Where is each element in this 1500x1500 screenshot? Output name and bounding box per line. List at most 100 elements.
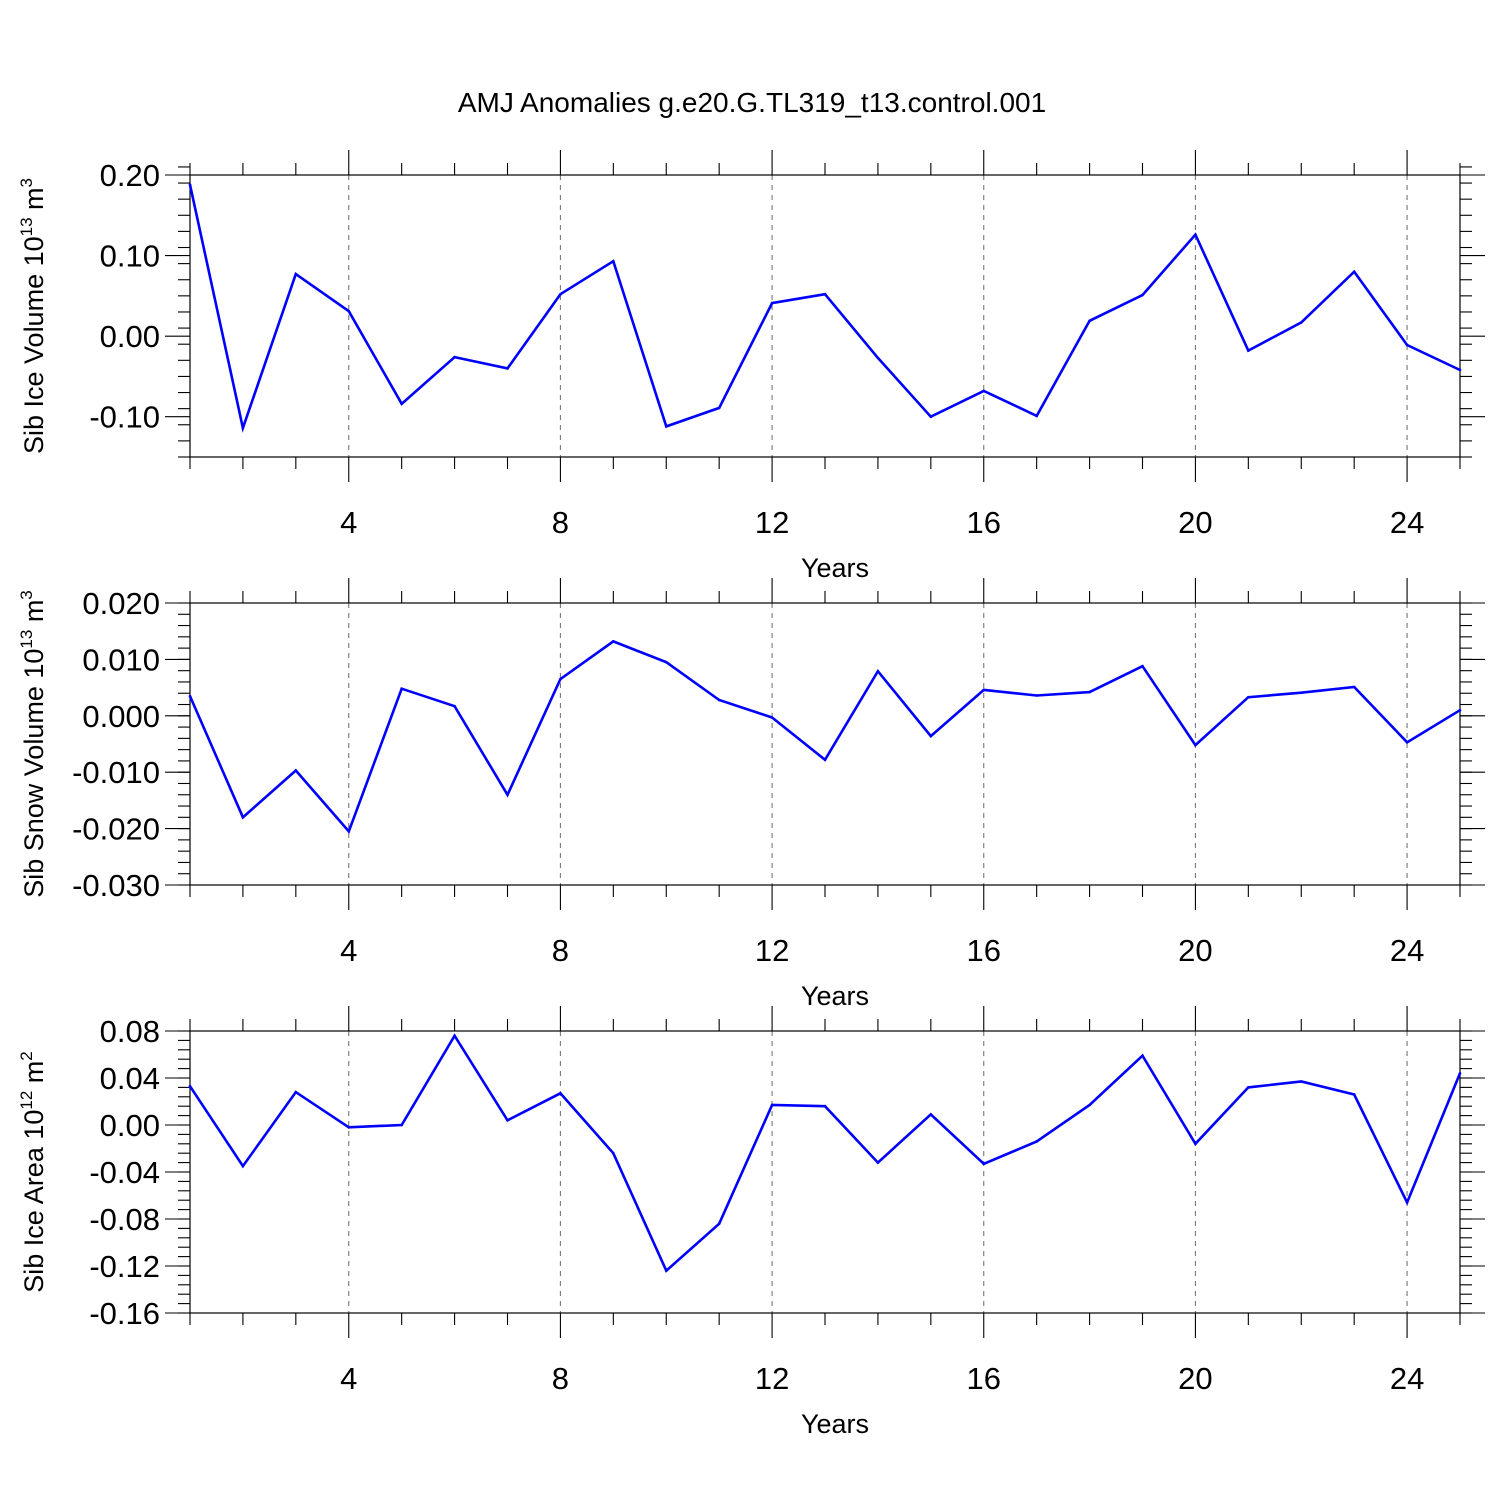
y-tick-label: -0.04 xyxy=(89,1155,160,1190)
data-point xyxy=(559,677,562,681)
x-axis-title: Years xyxy=(801,1409,869,1439)
data-point xyxy=(1088,1103,1091,1107)
data-point xyxy=(347,1126,351,1129)
data-point xyxy=(717,406,721,410)
data-point xyxy=(1088,690,1091,694)
data-point xyxy=(770,301,774,305)
y-axis-title: Sib Ice Volume 1013 m3 xyxy=(17,178,49,454)
data-point xyxy=(664,660,668,664)
y-tick-label: 0.04 xyxy=(100,1061,160,1096)
data-point xyxy=(188,1084,192,1088)
series-line xyxy=(188,639,1461,834)
series-line xyxy=(188,1033,1462,1273)
x-tick-label: 8 xyxy=(552,1361,569,1396)
data-point xyxy=(559,292,562,296)
plot-frame xyxy=(189,1030,1461,1314)
chart-panel-3: 0.08 0.04 0.00 -0.04 -0.08 -0.12 -0.16 4 8 12 16 20… xyxy=(17,1006,1485,1439)
y-axis-title: Sib Snow Volume 1013 m3 xyxy=(17,590,49,898)
data-point xyxy=(241,426,245,430)
x-tick-label: 24 xyxy=(1390,933,1424,968)
data-point xyxy=(453,355,456,359)
data-point xyxy=(717,698,721,702)
data-point xyxy=(294,272,298,276)
data-point xyxy=(1141,1054,1144,1057)
x-axis-title: Years xyxy=(801,981,869,1011)
data-point xyxy=(1247,1086,1250,1089)
data-point xyxy=(982,1162,986,1166)
data-point xyxy=(1458,1072,1462,1075)
x-tick-label: 12 xyxy=(755,1361,789,1396)
y-tick-label: -0.10 xyxy=(89,400,160,435)
data-point xyxy=(1035,1140,1038,1143)
data-point xyxy=(1458,368,1462,372)
y-tick-label: -0.16 xyxy=(89,1296,160,1331)
chart-panel-2: 0.020 0.010 0.000 -0.010 -0.020 -0.030 4 8 12 16 2… xyxy=(17,578,1485,1011)
data-point xyxy=(1352,685,1356,689)
x-tick-label: 20 xyxy=(1178,933,1212,968)
data-point xyxy=(1194,1142,1197,1146)
data-point xyxy=(559,1091,562,1095)
data-point xyxy=(347,830,351,833)
chart-panel-1: 0.20 0.10 0.00 -0.10 4 8 12 16 20 24 Years Sib Ice … xyxy=(17,150,1485,583)
data-point xyxy=(664,425,668,428)
data-point xyxy=(1405,741,1409,744)
data-point xyxy=(1352,1093,1356,1096)
x-tick-label: 8 xyxy=(552,933,569,968)
x-tick-label: 20 xyxy=(1178,505,1212,540)
y-axis-title: Sib Ice Area 1012 m2 xyxy=(17,1051,49,1293)
data-point xyxy=(1299,691,1303,694)
y-tick-label: 0.010 xyxy=(82,642,160,677)
data-point xyxy=(1352,270,1356,273)
x-tick-label: 24 xyxy=(1390,505,1424,540)
data-point xyxy=(241,816,245,819)
data-point xyxy=(347,309,351,313)
data-point xyxy=(400,687,403,691)
data-point xyxy=(1405,1201,1409,1204)
data-point xyxy=(1088,319,1091,323)
data-point xyxy=(506,1119,509,1122)
y-tick-label: 0.020 xyxy=(82,586,160,621)
y-tick-label: -0.030 xyxy=(72,868,160,903)
data-point xyxy=(453,1034,456,1037)
y-tick-label: 0.00 xyxy=(100,319,160,354)
data-point xyxy=(1247,695,1250,699)
x-tick-label: 16 xyxy=(967,505,1001,540)
x-tick-label: 12 xyxy=(755,505,789,540)
data-point xyxy=(876,1161,880,1164)
y-tick-label: 0.10 xyxy=(100,239,160,274)
data-point xyxy=(982,389,986,393)
x-tick-label: 24 xyxy=(1390,1361,1424,1396)
x-tick-label: 12 xyxy=(755,933,789,968)
data-point xyxy=(1405,343,1409,347)
x-tick-label: 4 xyxy=(340,1361,357,1396)
data-point xyxy=(1194,233,1197,236)
data-point xyxy=(770,716,774,719)
data-point xyxy=(1141,664,1144,668)
data-point xyxy=(982,688,986,692)
data-point xyxy=(188,183,192,186)
data-point xyxy=(823,758,827,762)
data-point xyxy=(400,1123,403,1127)
y-tick-label: -0.020 xyxy=(72,812,160,847)
data-point xyxy=(400,402,403,406)
panels: 0.20 0.10 0.00 -0.10 4 8 12 16 20 24 Years Sib Ice … xyxy=(17,150,1485,1439)
y-tick-label: 0.20 xyxy=(100,158,160,193)
plot-frame xyxy=(189,174,1461,458)
series-line xyxy=(188,184,1461,433)
x-tick-label: 16 xyxy=(967,1361,1001,1396)
data-point xyxy=(929,734,933,738)
data-point xyxy=(823,1104,827,1108)
data-point xyxy=(929,415,933,419)
y-tick-label: 0.00 xyxy=(100,1108,160,1143)
data-point xyxy=(188,694,192,698)
x-tick-label: 4 xyxy=(340,505,357,540)
data-point xyxy=(1299,321,1303,324)
x-axis-title: Years xyxy=(801,553,869,583)
data-point xyxy=(294,769,298,772)
y-tick-label: -0.08 xyxy=(89,1202,160,1237)
data-point xyxy=(1035,694,1038,697)
y-tick-label: -0.12 xyxy=(89,1249,160,1284)
data-point xyxy=(241,1164,245,1168)
x-tick-label: 4 xyxy=(340,933,357,968)
